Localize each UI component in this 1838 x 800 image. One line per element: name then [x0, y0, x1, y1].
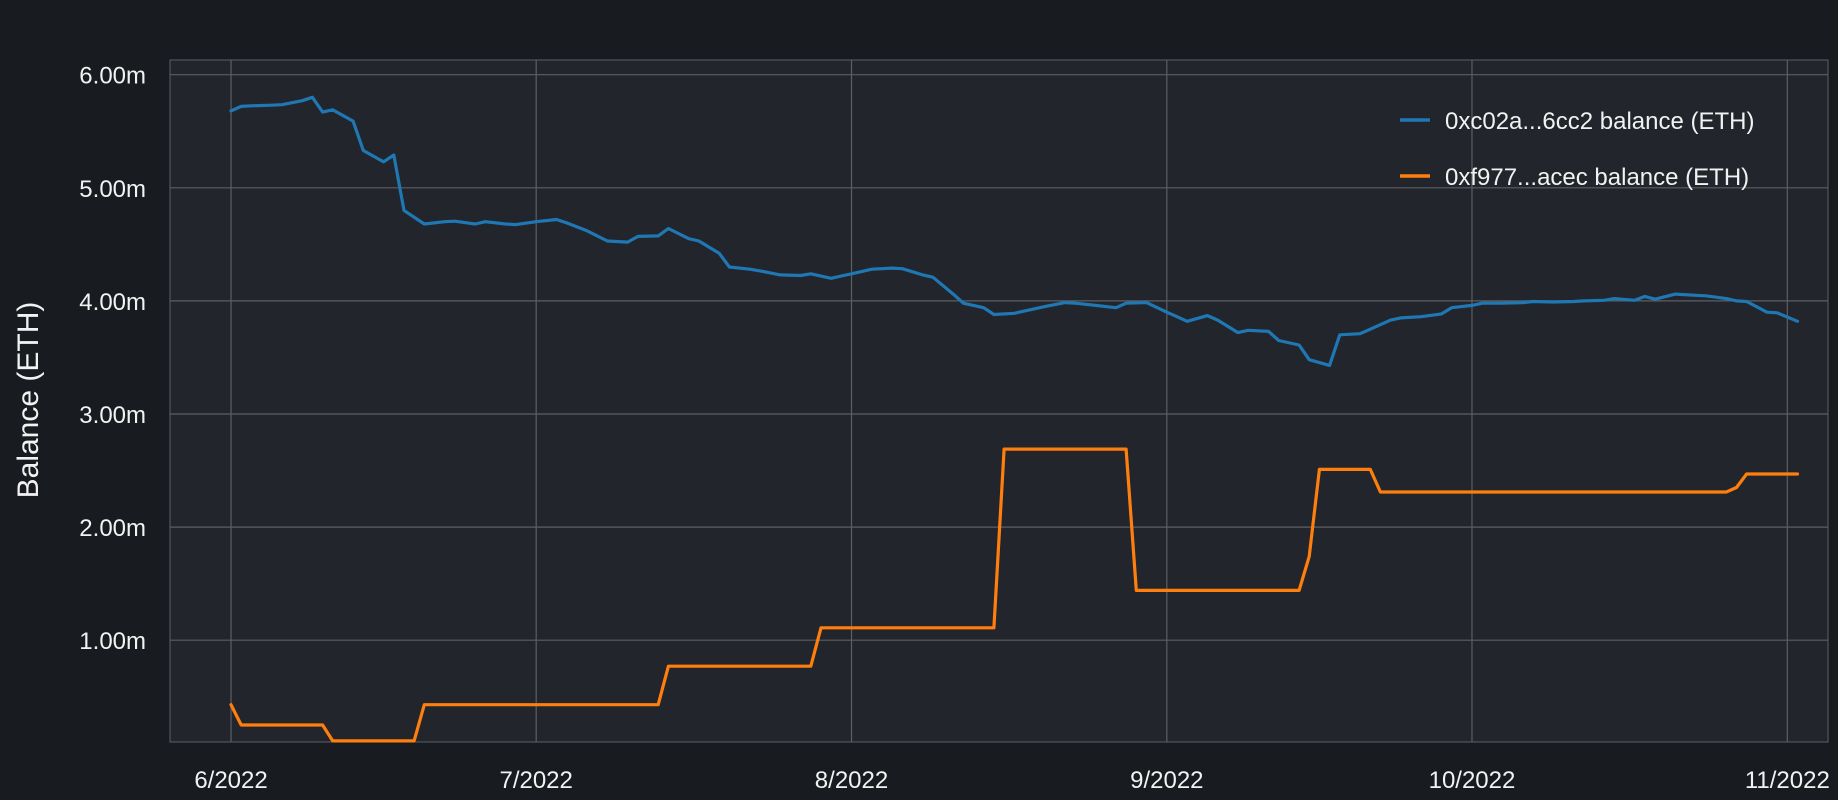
x-tick-label: 8/2022 [815, 767, 888, 794]
legend-label-1: 0xc02a...6cc2 balance (ETH) [1445, 108, 1754, 135]
y-tick-label: 4.00m [79, 289, 146, 316]
y-axis-ticks: 1.00m 2.00m 3.00m 4.00m 5.00m 6.00m [79, 63, 146, 656]
plot-area [169, 59, 1829, 743]
y-tick-label: 2.00m [79, 515, 146, 542]
y-tick-label: 1.00m [79, 628, 146, 655]
y-tick-label: 6.00m [79, 63, 146, 90]
series-lines [229, 95, 1800, 743]
x-axis-ticks: 6/2022 7/2022 8/2022 9/2022 10/2022 11/2022 [194, 767, 1829, 794]
y-tick-label: 5.00m [79, 176, 146, 203]
legend-label-2: 0xf977...acec balance (ETH) [1445, 164, 1749, 191]
x-tick-label: 7/2022 [499, 767, 572, 794]
y-tick-label: 3.00m [79, 402, 146, 429]
x-tick-label: 6/2022 [194, 767, 267, 794]
y-axis-label: Balance (ETH) [12, 302, 45, 499]
x-tick-label: 9/2022 [1130, 767, 1203, 794]
series-line-2 [229, 447, 1800, 743]
series-line-1 [229, 95, 1800, 367]
x-tick-label: 10/2022 [1429, 767, 1516, 794]
x-tick-label: 11/2022 [1745, 767, 1830, 794]
legend: 0xc02a...6cc2 balance (ETH) 0xf977...acec… [1400, 108, 1754, 191]
